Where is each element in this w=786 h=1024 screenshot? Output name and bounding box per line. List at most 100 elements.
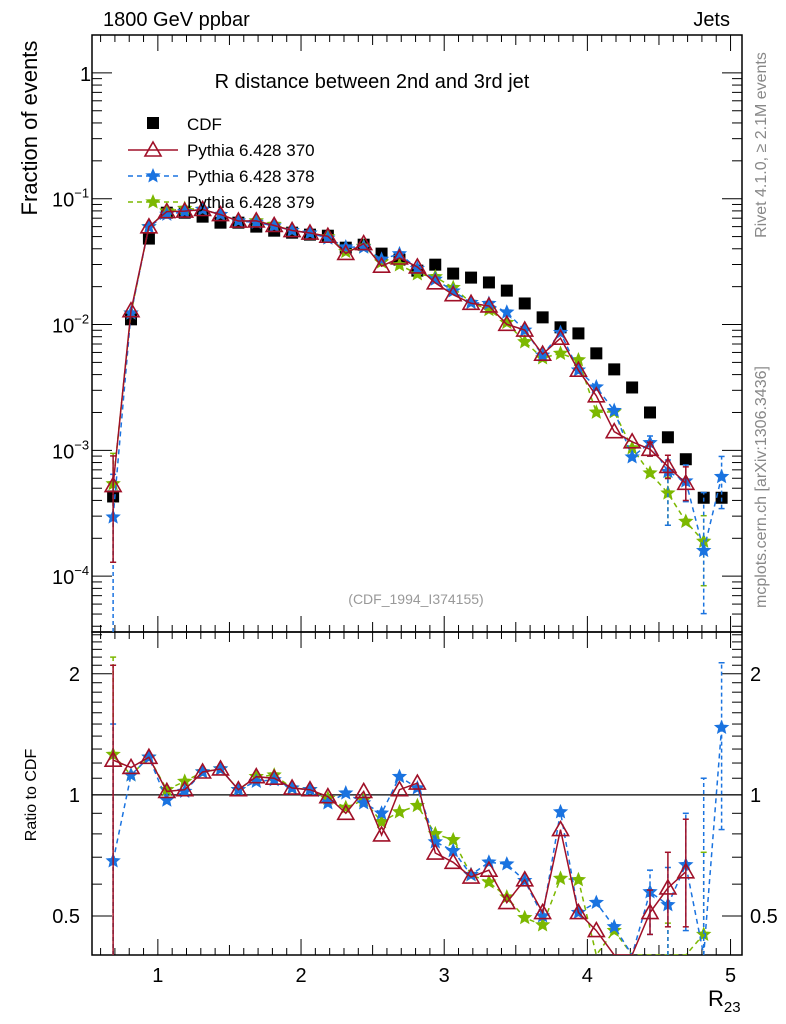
legend-marker-0	[143, 140, 163, 157]
x-axis-label: R23	[708, 986, 741, 1016]
plot-title: R distance between 2nd and 3rd jet	[215, 71, 530, 93]
series-0-point	[103, 475, 123, 493]
cdf-point	[572, 327, 585, 340]
legend: CDF Pythia 6.428 370 Pythia 6.428 378 Pythi…	[128, 115, 315, 212]
series-0-point	[622, 432, 642, 449]
series-0-ratio-point	[264, 768, 284, 786]
x-tick-label: 2	[295, 965, 306, 987]
y-tick-label: 10−4	[52, 563, 89, 589]
x-tick-label: 1	[152, 965, 163, 987]
y-tick-base: 1	[80, 64, 91, 86]
y-tick-base: 10	[52, 567, 74, 589]
series-0-ratio-point	[461, 867, 481, 884]
series-1-ratio-point	[391, 768, 408, 784]
ratio-tick-label-left: 2	[69, 664, 80, 686]
series-0-ratio-point	[443, 852, 463, 870]
series-0-ratio-line	[112, 756, 687, 955]
series-0-point	[443, 285, 463, 302]
series-0-point	[193, 199, 212, 217]
legend-marker-1	[145, 167, 161, 183]
series-0-ratio-point	[336, 803, 356, 821]
series-2-point	[517, 333, 533, 349]
series-0-point	[264, 215, 284, 233]
ratio-tick-label-left: 0.5	[52, 906, 80, 928]
series-0-ratio-point	[103, 750, 123, 767]
series-2-point	[552, 345, 569, 360]
cdf-point	[661, 431, 674, 444]
legend-label-0: Pythia 6.428 370	[187, 141, 315, 160]
series-0-point	[533, 344, 553, 361]
series-0-ratio-point	[551, 819, 570, 837]
ratio-tick-label-right: 1	[750, 785, 761, 807]
series-0-point	[390, 248, 409, 265]
y-tick-base: 10	[52, 316, 74, 338]
x-tick-label: 5	[725, 965, 736, 987]
series-0-ratio-point	[640, 902, 660, 920]
series-0-ratio-point	[390, 780, 409, 797]
series-0-ratio-point	[372, 825, 391, 842]
series-0-ratio-point	[497, 892, 517, 910]
main-panel-marks	[103, 199, 730, 632]
series-1-point	[713, 468, 730, 484]
series-0-ratio-point	[211, 759, 230, 776]
series-0-point	[676, 473, 696, 491]
series-0-point	[354, 233, 374, 251]
cdf-point	[142, 232, 155, 245]
series-2-ratio-point	[535, 916, 551, 932]
series-0-point	[300, 223, 320, 240]
series-0-point	[425, 273, 445, 290]
cdf-point	[429, 258, 442, 271]
ratio-y-axis-label: Ratio to CDF	[23, 749, 40, 842]
ratio-tick-label-left: 1	[69, 785, 80, 807]
y-tick-base: 10	[52, 441, 74, 463]
series-0-point	[121, 301, 141, 318]
cdf-point	[500, 284, 513, 297]
x-axis-label-main: R	[708, 986, 724, 1011]
legend-cdf-marker	[147, 117, 159, 129]
series-1-ratio-point	[588, 894, 605, 910]
x-tick-label: 4	[582, 965, 593, 987]
x-axis-label-sub: 23	[724, 999, 741, 1016]
series-0-ratio-point	[425, 843, 445, 860]
series-0-ratio-point	[229, 780, 248, 797]
series-0-point	[175, 201, 195, 218]
series-0-ratio-point	[354, 781, 374, 799]
series-0-point	[229, 211, 248, 228]
y-tick-exponent: −3	[74, 437, 89, 452]
series-1-point	[606, 402, 622, 418]
series-0-point	[211, 204, 230, 222]
series-1-point	[624, 448, 640, 464]
series-2-ratio-point	[373, 813, 390, 829]
y-tick-label: 10−2	[52, 312, 89, 338]
series-2-ratio-point	[391, 803, 408, 819]
cdf-point	[608, 363, 621, 376]
y-tick-exponent: −4	[74, 563, 89, 578]
y-tick-label: 10−3	[52, 437, 89, 463]
series-0-point	[604, 422, 624, 439]
rivet-label: Rivet 4.1.0, ≥ 2.1M events	[753, 52, 770, 238]
series-2-ratio-point	[570, 871, 587, 887]
series-0-point	[336, 243, 356, 261]
series-0-ratio-point	[246, 767, 266, 784]
series-0-ratio-point	[139, 747, 159, 765]
ratio-panel-marks	[103, 656, 730, 955]
cdf-point	[518, 297, 531, 310]
series-1-ratio-point	[355, 794, 372, 810]
series-0-point	[569, 360, 588, 377]
series-0-ratio-point	[676, 862, 696, 879]
series-0-point	[497, 314, 517, 332]
series-1-ratio-point	[338, 785, 354, 800]
y-tick-exponent: −2	[74, 312, 89, 327]
series-0-point	[157, 202, 177, 219]
series-0-ratio-point	[157, 781, 177, 799]
legend-label-1: Pythia 6.428 378	[187, 167, 315, 186]
legend-marker-2	[145, 193, 161, 209]
x-tick-label: 3	[439, 965, 450, 987]
series-0-point	[586, 386, 606, 403]
y-tick-base: 10	[52, 190, 74, 212]
series-0-ratio-point	[479, 860, 499, 877]
series-0-point	[515, 320, 535, 337]
y-tick-label: 10−1	[52, 186, 89, 212]
